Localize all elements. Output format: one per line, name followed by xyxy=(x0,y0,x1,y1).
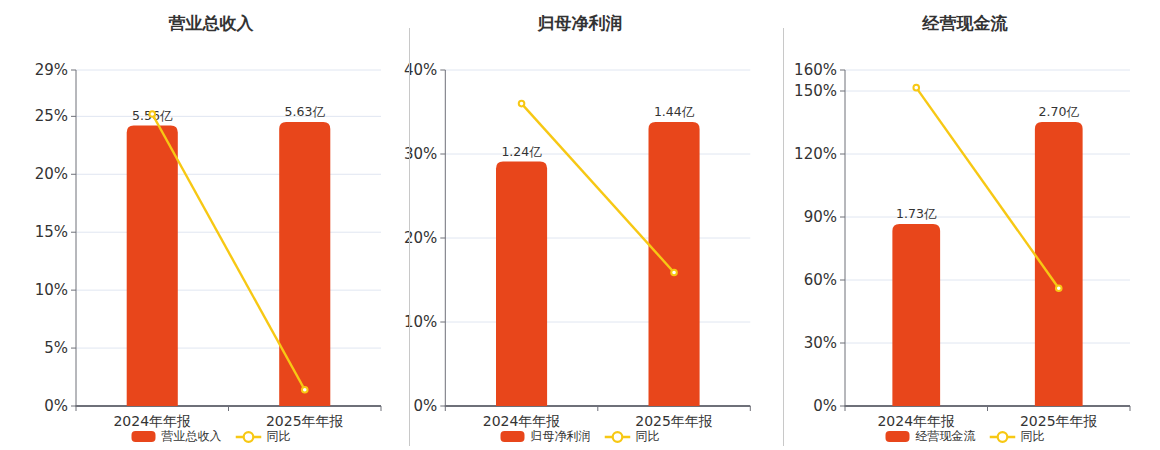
yoy-point-marker[interactable] xyxy=(302,387,308,393)
legend-line-icon[interactable] xyxy=(605,431,631,443)
y-tick-label: 29% xyxy=(35,61,68,79)
legend-bar-label[interactable]: 经营现金流 xyxy=(916,428,976,445)
yoy-point-marker[interactable] xyxy=(1056,285,1062,291)
chart-netprofit: 0%10%20%30%40%1.24亿2024年年报1.44亿2025年年报 xyxy=(404,61,750,429)
legend-line-icon[interactable] xyxy=(236,431,262,443)
legend-line-marker xyxy=(613,432,623,442)
chart-legend-cashflow: 经营现金流 同比 xyxy=(886,428,1045,445)
y-tick-label: 10% xyxy=(35,281,68,299)
y-tick-label: 160% xyxy=(794,61,837,79)
bar-value-label: 2.70亿 xyxy=(1039,104,1080,119)
chart-legend-netprofit: 归母净利润 同比 xyxy=(501,428,660,445)
bar-value-label: 5.63亿 xyxy=(285,104,326,119)
legend-bar-swatch[interactable] xyxy=(501,431,525,442)
bar-2024年年报[interactable] xyxy=(496,162,547,406)
yoy-point-marker[interactable] xyxy=(671,270,677,276)
bar-2024年年报[interactable] xyxy=(127,126,178,406)
legend-bar-swatch[interactable] xyxy=(132,431,156,442)
x-category-label: 2025年年报 xyxy=(635,413,713,429)
bar-value-label: 1.73亿 xyxy=(896,206,937,221)
y-tick-label: 0% xyxy=(414,397,438,415)
legend-line-label[interactable]: 同比 xyxy=(636,428,660,445)
legend-line-label[interactable]: 同比 xyxy=(1021,428,1045,445)
legend-bar-swatch[interactable] xyxy=(886,431,910,442)
y-tick-label: 120% xyxy=(794,145,837,163)
y-tick-label: 30% xyxy=(804,334,837,352)
bar-2025年年报[interactable] xyxy=(279,122,330,406)
legend-line-marker xyxy=(244,432,254,442)
legend-bar-label[interactable]: 归母净利润 xyxy=(531,428,591,445)
chart-title-cashflow: 经营现金流 xyxy=(923,12,1008,35)
chart-title-netprofit: 归母净利润 xyxy=(538,12,623,35)
legend-line-icon[interactable] xyxy=(990,431,1016,443)
panel-divider-2 xyxy=(783,28,784,446)
x-category-label: 2025年年报 xyxy=(266,413,344,429)
y-tick-label: 90% xyxy=(804,208,837,226)
x-category-label: 2024年年报 xyxy=(113,413,191,429)
y-tick-label: 0% xyxy=(44,397,68,415)
chart-cashflow: 0% 30% 60% 90% 120% 150% 160% 1.73亿 2024年年报 2.70亿… xyxy=(794,61,1130,429)
x-category-label: 2024年年报 xyxy=(877,413,955,429)
y-tick-label: 15% xyxy=(35,223,68,241)
y-tick-label: 20% xyxy=(35,165,68,183)
x-category-label: 2025年年报 xyxy=(1020,413,1098,429)
chart-revenue: 0%5%10%15%20%25%29%5.56亿2024年年报5.63亿2025… xyxy=(35,61,381,429)
bar-2024年年报[interactable] xyxy=(892,224,940,406)
financial-summary-charts: 0%5%10%15%20%25%29%5.56亿2024年年报5.63亿2025… xyxy=(0,0,1160,450)
yoy-point-marker[interactable] xyxy=(149,111,155,117)
legend-bar-label[interactable]: 营业总收入 xyxy=(162,428,222,445)
charts-canvas: 0%5%10%15%20%25%29%5.56亿2024年年报5.63亿2025… xyxy=(0,0,1160,450)
x-category-label: 2024年年报 xyxy=(483,413,561,429)
y-tick-label: 60% xyxy=(804,271,837,289)
y-tick-label: 150% xyxy=(794,82,837,100)
panel-divider-1 xyxy=(409,28,410,446)
bar-value-label: 1.44亿 xyxy=(654,104,695,119)
chart-title-revenue: 营业总收入 xyxy=(169,12,254,35)
bar-value-label: 1.24亿 xyxy=(501,144,542,159)
bar-2025年年报[interactable] xyxy=(649,122,700,406)
y-tick-label: 5% xyxy=(44,339,68,357)
y-tick-label: 25% xyxy=(35,107,68,125)
legend-line-marker xyxy=(998,432,1008,442)
y-tick-label: 0% xyxy=(813,397,837,415)
chart-legend-revenue: 营业总收入 同比 xyxy=(132,428,291,445)
legend-line-label[interactable]: 同比 xyxy=(267,428,291,445)
yoy-point-marker[interactable] xyxy=(913,85,919,91)
yoy-point-marker[interactable] xyxy=(519,101,525,107)
